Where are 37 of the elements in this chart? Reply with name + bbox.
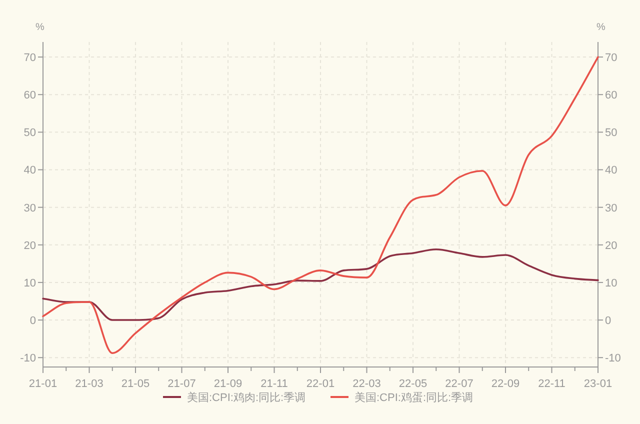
- y2-tick-label: 30: [605, 202, 618, 214]
- y2-tick-label: 60: [605, 90, 618, 102]
- x-tick-label: 22-11: [538, 378, 566, 390]
- y2-axis-title: %: [596, 22, 606, 33]
- y2-tick-label: -10: [605, 352, 621, 365]
- line-series: [42, 248, 599, 321]
- y2-tick-label: 50: [605, 127, 618, 140]
- y-tick-label: 0: [30, 315, 36, 328]
- legend-label: 美国:CPI:鸡蛋:同比:季调: [354, 391, 474, 404]
- y2-tick-label: 40: [605, 164, 618, 177]
- x-tick-label: 21-03: [75, 378, 104, 390]
- y-tick-label: 70: [24, 52, 36, 64]
- x-tick-label: 22-03: [352, 378, 381, 390]
- y2-tick-label: 0: [605, 315, 612, 328]
- x-tick-label: 21-07: [168, 378, 196, 390]
- x-tick-label: 22-05: [398, 378, 428, 390]
- line-series: [42, 56, 599, 354]
- y-tick-label: 30: [24, 202, 36, 214]
- y-axis-title: %: [36, 22, 45, 33]
- x-tick-label: 21-01: [28, 378, 58, 390]
- x-tick-label: 22-01: [306, 378, 335, 390]
- x-tick-label: 21-05: [121, 378, 150, 390]
- y2-tick-label: 70: [605, 52, 618, 64]
- x-tick-label: 23-01: [584, 378, 612, 390]
- y-tick-label: -10: [20, 352, 36, 365]
- y-tick-label: 20: [24, 240, 36, 252]
- x-tick-label: 22-07: [445, 378, 474, 390]
- y-tick-label: 10: [24, 277, 36, 290]
- x-tick-label: 21-11: [260, 378, 288, 390]
- y-tick-label: 50: [24, 127, 36, 140]
- legend-label: 美国:CPI:鸡肉:同比:季调: [187, 391, 306, 404]
- y2-tick-label: 10: [605, 277, 618, 290]
- y-tick-label: 60: [24, 90, 36, 102]
- y-tick-label: 40: [24, 164, 36, 177]
- y2-tick-label: 20: [605, 240, 618, 252]
- x-tick-label: 22-09: [491, 378, 520, 390]
- x-tick-label: 21-09: [214, 378, 242, 390]
